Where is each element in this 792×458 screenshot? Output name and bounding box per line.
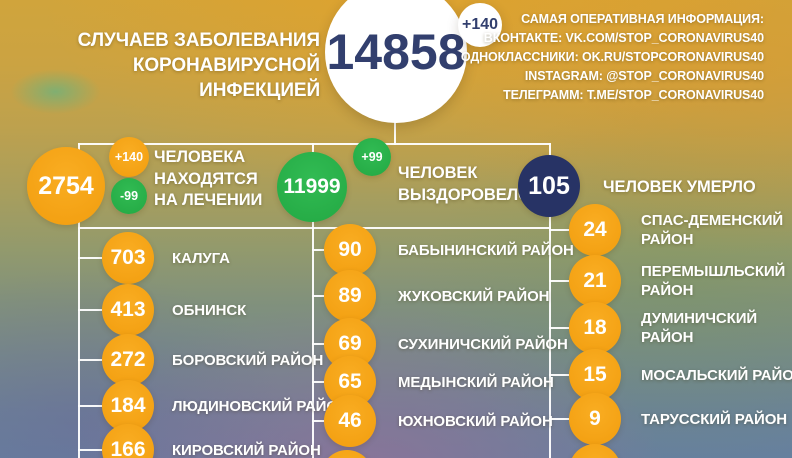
connector-tick [549, 229, 569, 231]
case-count-circle: 272 [102, 334, 154, 386]
connector-tick [312, 381, 324, 383]
spine-middle [312, 143, 314, 458]
connector-tick [549, 280, 569, 282]
list-item-partial: 7 [549, 444, 792, 458]
connector-tick [78, 257, 102, 259]
treatment-count-value: 2754 [38, 171, 94, 200]
spine-right [549, 143, 551, 458]
list-item-kirovsky: 166 КИРОВСКИЙ РАЙОН [78, 424, 321, 458]
partial-list-item-circle [321, 450, 373, 458]
total-cases-value: 14858 [326, 24, 466, 80]
connector-tick [312, 420, 324, 422]
treatment-label: ЧЕЛОВЕКА НАХОДЯТСЯ НА ЛЕЧЕНИИ [154, 148, 263, 209]
case-count-circle: 18 [569, 302, 621, 354]
list-item-babyninsky: 90 БАБЫНИНСКИЙ РАЙОН [312, 224, 574, 276]
district-label: БОРОВСКИЙ РАЙОН [172, 351, 324, 369]
district-label: МЕДЫНСКИЙ РАЙОН [398, 373, 554, 391]
case-count-circle: 413 [102, 284, 154, 336]
page-title: СЛУЧАЕВ ЗАБОЛЕВАНИЯ КОРОНАВИРУСНОЙ ИНФЕК… [77, 30, 320, 101]
district-label: ОБНИНСК [172, 301, 247, 319]
list-item-obninsk: 413 ОБНИНСК [78, 284, 246, 336]
list-item-duminichsky: 18 ДУМИНИЧСКИЙ РАЙОН [549, 302, 792, 354]
list-item-mosalsky: 15 МОСАЛЬСКИЙ РАЙОН [549, 349, 792, 401]
case-count-circle: 21 [569, 255, 621, 307]
case-count-circle: 184 [102, 380, 154, 432]
district-label: ЖУКОВСКИЙ РАЙОН [398, 287, 550, 305]
list-item-zhukovsky: 89 ЖУКОВСКИЙ РАЙОН [312, 270, 549, 322]
died-count-value: 105 [528, 171, 570, 200]
district-label: ДУМИНИЧСКИЙ РАЙОН [641, 310, 758, 346]
case-count-circle: 46 [324, 395, 376, 447]
list-item-kaluga: 703 КАЛУГА [78, 232, 230, 284]
social-link-ok: ОДНОКЛАССНИКИ: OK.RU/STOPCORONAVIRUS40 [460, 50, 764, 64]
connector-tick [312, 343, 324, 345]
case-count-circle: 15 [569, 349, 621, 401]
connector-tick [549, 418, 569, 420]
case-count-circle: 7 [569, 444, 621, 458]
total-delta-badge: +140 [458, 3, 502, 47]
treatment-count-circle: 2754 [27, 147, 105, 225]
total-delta-value: +140 [461, 16, 499, 33]
recovered-count-circle: 11999 [277, 152, 347, 222]
district-label: ТАРУССКИЙ РАЙОН [641, 410, 788, 428]
district-label: КИРОВСКИЙ РАЙОН [172, 441, 321, 458]
district-label: СУХИНИЧСКИЙ РАЙОН [398, 335, 568, 353]
connector-tick [78, 309, 102, 311]
district-label: КАЛУГА [172, 249, 230, 267]
treatment-delta-up-value: +140 [114, 150, 144, 164]
social-info-block: САМАЯ ОПЕРАТИВНАЯ ИНФОРМАЦИЯ: ВКОНТАКТЕ:… [461, 10, 764, 105]
social-link-telegram: ТЕЛЕГРАММ: T.ME/STOP_CORONAVIRUS40 [503, 88, 764, 102]
case-count-circle: 90 [324, 224, 376, 276]
connector-stem [394, 120, 396, 145]
connector-tick [549, 327, 569, 329]
list-item-medynsky: 65 МЕДЫНСКИЙ РАЙОН [312, 356, 554, 408]
case-count-circle: 89 [324, 270, 376, 322]
connector-tick [78, 359, 102, 361]
connector-h2 [78, 227, 551, 229]
treatment-delta-up-badge: +140 [109, 137, 149, 177]
died-count-circle: 105 [518, 155, 580, 217]
case-count-circle: 703 [102, 232, 154, 284]
died-label: ЧЕЛОВЕК УМЕРЛО [603, 178, 756, 196]
district-label: ПЕРЕМЫШЛЬСКИЙ РАЙОН [641, 263, 786, 299]
total-cases-circle: 14858 [325, 0, 467, 123]
social-link-vk: ВКОНТАКТЕ: VK.COM/STOP_CORONAVIRUS40 [483, 31, 764, 45]
connector-tick [312, 249, 324, 251]
treatment-delta-down-value: -99 [119, 189, 139, 203]
district-label: ЮХНОВСКИЙ РАЙОН [398, 412, 553, 430]
case-count-circle: 24 [569, 204, 621, 256]
list-item-spas-demensky: 24 СПАС-ДЕМЕНСКИЙ РАЙОН [549, 204, 792, 256]
connector-tick [312, 295, 324, 297]
social-info-heading: САМАЯ ОПЕРАТИВНАЯ ИНФОРМАЦИЯ: [521, 12, 764, 26]
district-label: СПАС-ДЕМЕНСКИЙ РАЙОН [641, 212, 784, 248]
case-count-circle: 166 [102, 424, 154, 458]
list-item-yukhnovsky: 46 ЮХНОВСКИЙ РАЙОН [312, 395, 553, 447]
recovered-count-value: 11999 [283, 175, 341, 198]
list-item-tarussky: 9 ТАРУССКИЙ РАЙОН [549, 393, 792, 445]
connector-tick [78, 449, 102, 451]
spine-left [78, 143, 80, 458]
recovered-label: ЧЕЛОВЕК ВЫЗДОРОВЕЛО [398, 164, 531, 204]
treatment-delta-down-badge: -99 [111, 178, 147, 214]
social-link-instagram: INSTAGRAM: @STOP_CORONAVIRUS40 [524, 69, 764, 83]
case-count-circle: 9 [569, 393, 621, 445]
connector-tick [549, 374, 569, 376]
connector-h1 [78, 143, 551, 145]
list-item-borovsky: 272 БОРОВСКИЙ РАЙОН [78, 334, 323, 386]
recovered-delta-value: +99 [361, 150, 383, 164]
recovered-delta-badge: +99 [353, 138, 391, 176]
list-item-lyudinovsky: 184 ЛЮДИНОВСКИЙ РАЙОН [78, 380, 349, 432]
district-label: МОСАЛЬСКИЙ РАЙОН [641, 366, 792, 384]
list-item-peremyshlsky: 21 ПЕРЕМЫШЛЬСКИЙ РАЙОН [549, 255, 792, 307]
district-label: БАБЫНИНСКИЙ РАЙОН [398, 241, 574, 259]
connector-tick [78, 405, 102, 407]
